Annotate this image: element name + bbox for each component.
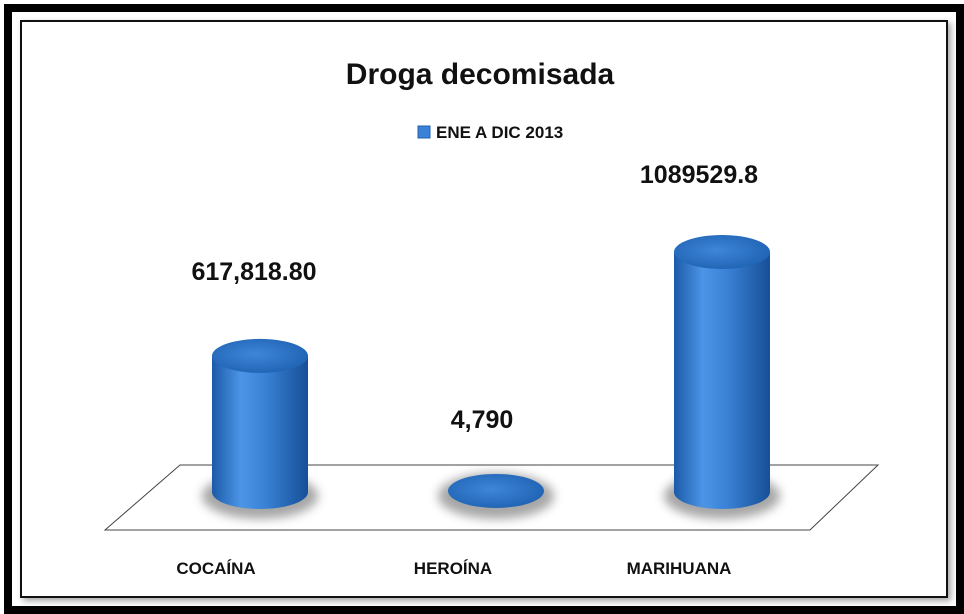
category-label-cocaina: COCAÍNA — [176, 559, 255, 578]
legend: ENE A DIC 2013 — [417, 123, 563, 142]
bar-top — [674, 235, 770, 269]
bar-cocaina — [202, 338, 318, 519]
category-axis: COCAÍNA HEROÍNA MARIHUANA — [176, 559, 731, 578]
bar-group — [202, 235, 780, 519]
bar-body — [674, 252, 770, 509]
data-label-cocaina: 617,818.80 — [191, 258, 316, 286]
bar-body — [212, 355, 308, 509]
chart-title: Droga decomisada — [346, 58, 615, 91]
category-label-marihuana: MARIHUANA — [627, 559, 732, 578]
bar-top — [212, 338, 308, 373]
data-label-marihuana: 1089529.8 — [640, 161, 758, 189]
category-label-heroina: HEROÍNA — [414, 559, 492, 578]
bar-marihuana — [664, 235, 780, 519]
bar-top — [448, 473, 544, 508]
bar-heroina — [438, 473, 554, 519]
data-labels: 617,818.80 4,790 1089529.8 — [191, 161, 758, 434]
data-label-heroina: 4,790 — [451, 406, 514, 434]
legend-swatch — [417, 125, 431, 139]
legend-entry: ENE A DIC 2013 — [436, 123, 563, 142]
